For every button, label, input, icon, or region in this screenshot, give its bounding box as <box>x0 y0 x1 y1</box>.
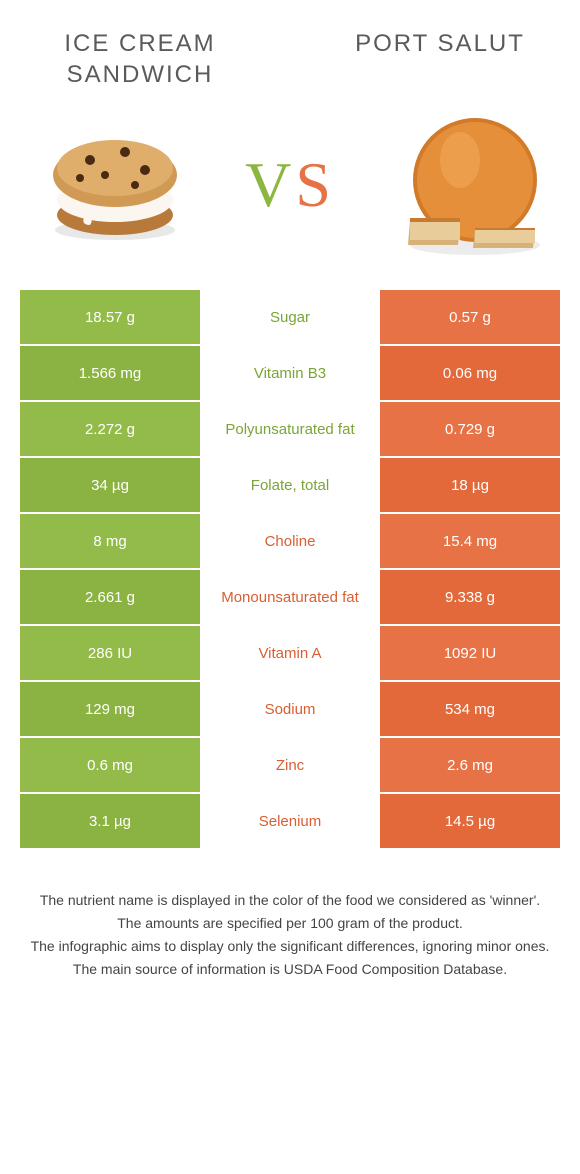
right-value-cell: 14.5 µg <box>380 794 560 848</box>
port-salut-image <box>380 110 550 260</box>
table-row: 8 mgCholine15.4 mg <box>20 514 560 568</box>
comparison-table: 18.57 gSugar0.57 g1.566 mgVitamin B30.06… <box>20 290 560 848</box>
left-value-cell: 2.272 g <box>20 402 200 456</box>
table-row: 34 µgFolate, total18 µg <box>20 458 560 512</box>
footer-line-3: The infographic aims to display only the… <box>30 936 550 957</box>
vs-v: V <box>245 149 295 220</box>
right-food-title: Port Salut <box>340 28 540 90</box>
nutrient-name-cell: Polyunsaturated fat <box>200 402 380 456</box>
left-value-cell: 2.661 g <box>20 570 200 624</box>
left-title-line1: Ice cream <box>64 30 215 57</box>
vs-s: S <box>295 149 335 220</box>
footer-notes: The nutrient name is displayed in the co… <box>0 850 580 1002</box>
nutrient-name-cell: Vitamin B3 <box>200 346 380 400</box>
right-value-cell: 15.4 mg <box>380 514 560 568</box>
right-value-cell: 1092 IU <box>380 626 560 680</box>
right-value-cell: 9.338 g <box>380 570 560 624</box>
vs-label: VS <box>245 153 335 217</box>
left-value-cell: 1.566 mg <box>20 346 200 400</box>
ice-cream-sandwich-image <box>30 110 200 260</box>
nutrient-name-cell: Sodium <box>200 682 380 736</box>
right-value-cell: 0.57 g <box>380 290 560 344</box>
left-value-cell: 34 µg <box>20 458 200 512</box>
right-value-cell: 18 µg <box>380 458 560 512</box>
right-value-cell: 534 mg <box>380 682 560 736</box>
nutrient-name-cell: Zinc <box>200 738 380 792</box>
nutrient-name-cell: Monounsaturated fat <box>200 570 380 624</box>
table-row: 18.57 gSugar0.57 g <box>20 290 560 344</box>
left-value-cell: 18.57 g <box>20 290 200 344</box>
table-row: 1.566 mgVitamin B30.06 mg <box>20 346 560 400</box>
footer-line-1: The nutrient name is displayed in the co… <box>30 890 550 911</box>
table-row: 2.272 gPolyunsaturated fat0.729 g <box>20 402 560 456</box>
nutrient-name-cell: Folate, total <box>200 458 380 512</box>
table-row: 0.6 mgZinc2.6 mg <box>20 738 560 792</box>
nutrient-name-cell: Vitamin A <box>200 626 380 680</box>
header: Ice cream sandwich Port Salut <box>0 0 580 100</box>
footer-line-2: The amounts are specified per 100 gram o… <box>30 913 550 934</box>
nutrient-name-cell: Choline <box>200 514 380 568</box>
table-row: 3.1 µgSelenium14.5 µg <box>20 794 560 848</box>
left-title-line2: sandwich <box>67 61 214 88</box>
nutrient-name-cell: Selenium <box>200 794 380 848</box>
right-value-cell: 2.6 mg <box>380 738 560 792</box>
vs-row: VS <box>0 100 580 290</box>
table-row: 129 mgSodium534 mg <box>20 682 560 736</box>
left-value-cell: 286 IU <box>20 626 200 680</box>
right-value-cell: 0.06 mg <box>380 346 560 400</box>
footer-line-4: The main source of information is USDA F… <box>30 959 550 980</box>
left-value-cell: 3.1 µg <box>20 794 200 848</box>
left-food-title: Ice cream sandwich <box>40 28 240 90</box>
table-row: 2.661 gMonounsaturated fat9.338 g <box>20 570 560 624</box>
left-value-cell: 8 mg <box>20 514 200 568</box>
table-row: 286 IUVitamin A1092 IU <box>20 626 560 680</box>
left-value-cell: 0.6 mg <box>20 738 200 792</box>
nutrient-name-cell: Sugar <box>200 290 380 344</box>
right-value-cell: 0.729 g <box>380 402 560 456</box>
left-value-cell: 129 mg <box>20 682 200 736</box>
right-title-line1: Port Salut <box>355 30 525 57</box>
